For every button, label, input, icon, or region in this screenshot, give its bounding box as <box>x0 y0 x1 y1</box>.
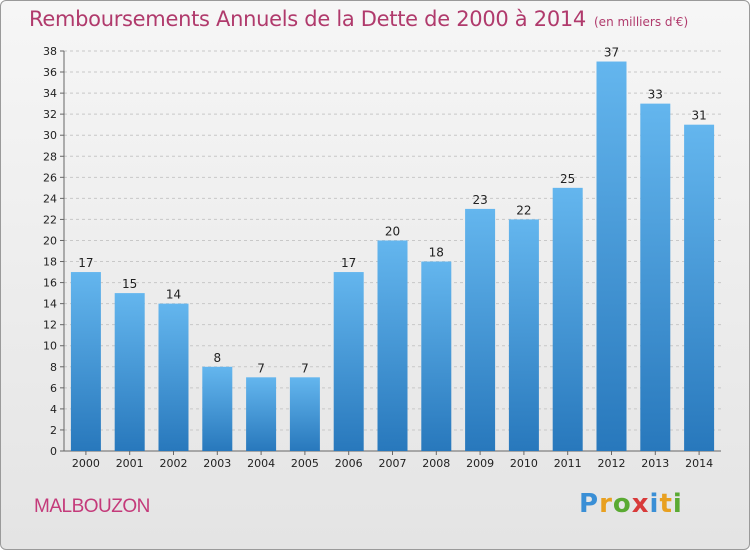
x-tick-label: 2005 <box>291 457 319 470</box>
x-tick-label: 2006 <box>335 457 363 470</box>
x-tick-label: 2013 <box>641 457 669 470</box>
bar-value-label: 14 <box>166 288 181 302</box>
x-tick-label: 2003 <box>203 457 231 470</box>
bar-value-label: 20 <box>385 224 400 238</box>
x-tick-label: 2000 <box>72 457 100 470</box>
bar <box>333 272 364 451</box>
bar-value-label: 22 <box>516 203 531 217</box>
y-tick-label: 30 <box>43 129 57 142</box>
bar <box>377 240 408 451</box>
bar <box>202 366 233 451</box>
bar <box>552 187 583 451</box>
bar-value-label: 17 <box>341 256 356 270</box>
y-tick-label: 12 <box>43 319 57 332</box>
y-tick-label: 10 <box>43 340 57 353</box>
y-tick-label: 16 <box>43 277 57 290</box>
x-tick-label: 2012 <box>598 457 626 470</box>
y-tick-label: 0 <box>50 445 57 458</box>
y-tick-label: 4 <box>50 403 57 416</box>
bar-value-label: 18 <box>429 246 444 260</box>
bar <box>70 272 101 451</box>
bar-value-label: 33 <box>648 88 663 102</box>
bar <box>246 377 277 451</box>
bar-value-label: 17 <box>78 256 93 270</box>
x-tick-label: 2008 <box>422 457 450 470</box>
proxiti-logo: Proxiti <box>579 489 683 519</box>
x-tick-label: 2001 <box>116 457 144 470</box>
bar <box>684 124 715 452</box>
logo-letter: i <box>672 489 683 519</box>
x-tick-label: 2009 <box>466 457 494 470</box>
bars <box>70 61 715 452</box>
bar <box>596 61 627 452</box>
unit-note: (en milliers d'€) <box>594 15 689 29</box>
logo-letter: o <box>612 489 632 519</box>
logo-letter: x <box>631 489 650 519</box>
commune-name: MALBOUZON <box>34 496 150 517</box>
x-tick-label: 2002 <box>160 457 188 470</box>
bar <box>114 293 145 451</box>
x-tick-label: 2007 <box>379 457 407 470</box>
bar-value-label: 8 <box>213 351 221 365</box>
bar-value-label: 7 <box>301 361 309 375</box>
y-tick-label: 28 <box>43 150 57 163</box>
bar-value-label: 23 <box>472 193 487 207</box>
y-tick-label: 36 <box>43 66 57 79</box>
y-tick-label: 26 <box>43 171 57 184</box>
bar-value-label: 7 <box>257 361 265 375</box>
logo-letter: P <box>579 489 600 519</box>
bar-value-label: 37 <box>604 46 619 60</box>
data-labels: 17 15 14 8 7 7 17 20 18 23 22 25 37 33 31 <box>78 46 706 376</box>
bar <box>508 219 539 451</box>
bar <box>465 208 496 451</box>
y-tick-label: 2 <box>50 424 57 437</box>
chart-title: Remboursements Annuels de la Dette de 20… <box>29 7 688 31</box>
y-tick-label: 32 <box>43 108 57 121</box>
bar-value-label: 25 <box>560 172 575 186</box>
x-tick-label: 2011 <box>554 457 582 470</box>
bar <box>158 303 189 451</box>
bar <box>640 103 671 451</box>
x-tick-labels: 2000 2001 2002 2003 2004 2005 2006 2007 2008 2009… <box>72 457 713 470</box>
y-tick-label: 34 <box>43 87 57 100</box>
x-tick-label: 2004 <box>247 457 275 470</box>
x-tick-label: 2010 <box>510 457 538 470</box>
bar-value-label: 15 <box>122 277 137 291</box>
y-tick-label: 14 <box>43 298 57 311</box>
title-text: Remboursements Annuels de la Dette de 20… <box>29 7 586 31</box>
bar <box>289 377 320 451</box>
x-tick-label: 2014 <box>685 457 713 470</box>
y-tick-label: 8 <box>50 361 57 374</box>
y-tick-label: 20 <box>43 234 57 247</box>
logo-letter: t <box>659 489 673 519</box>
logo-letter: i <box>649 489 660 519</box>
bar <box>421 261 452 451</box>
logo-letter: r <box>599 489 613 519</box>
y-tick-label: 24 <box>43 192 57 205</box>
y-tick-label: 18 <box>43 256 57 269</box>
y-tick-label: 38 <box>43 45 57 58</box>
y-tick-label: 6 <box>50 382 57 395</box>
bar-value-label: 31 <box>691 109 706 123</box>
y-tick-label: 22 <box>43 213 57 226</box>
